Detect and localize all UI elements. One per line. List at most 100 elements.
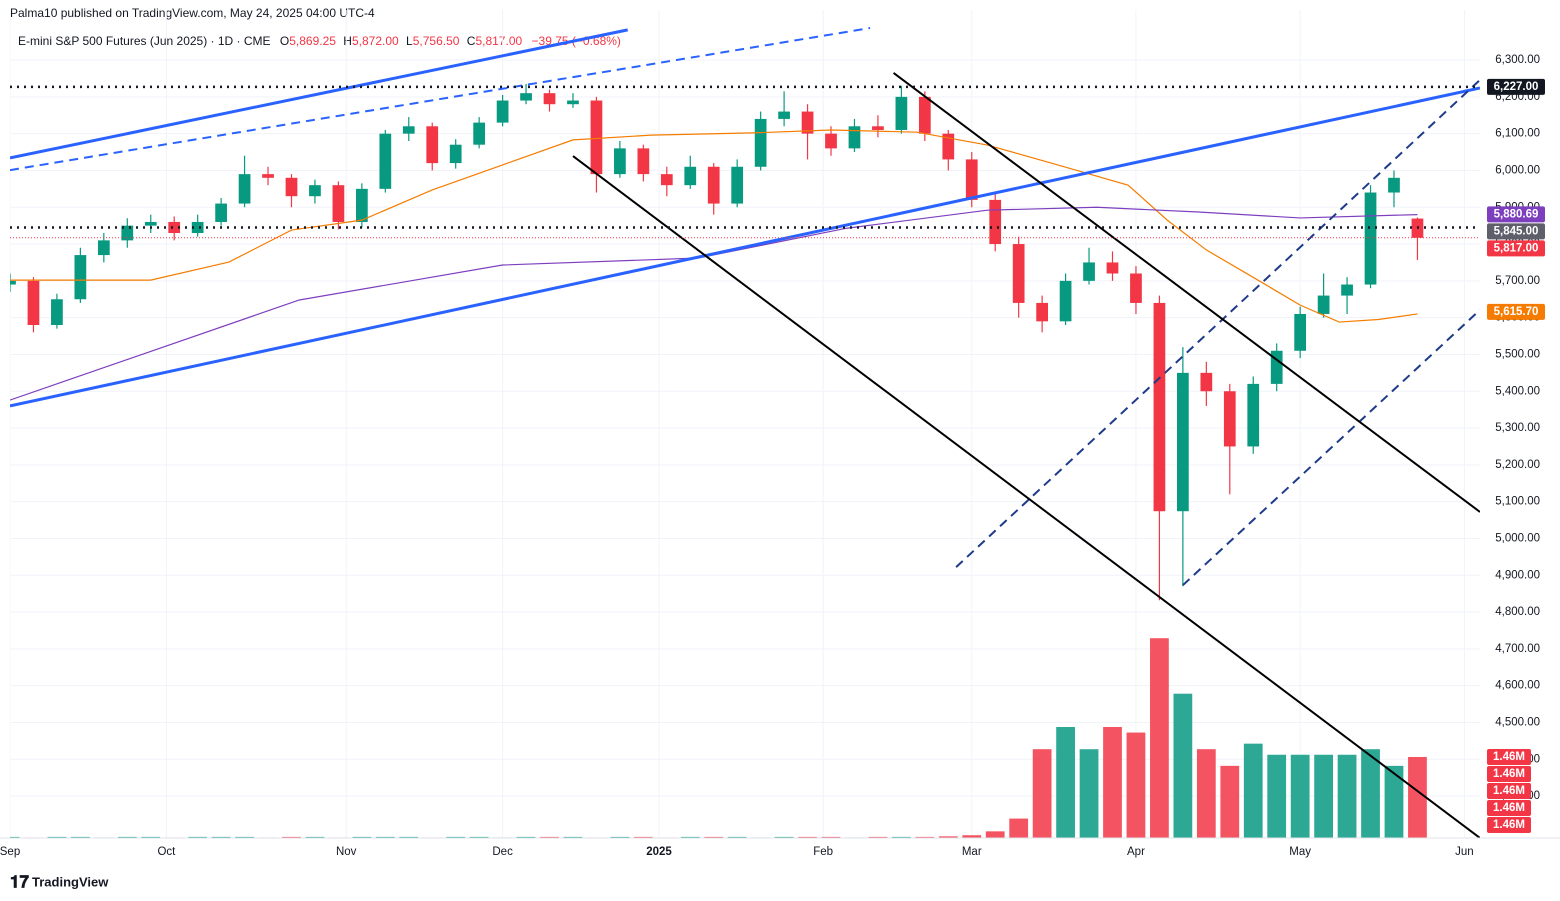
volume-bar (1267, 754, 1287, 838)
volume-label: 1.46M (1493, 785, 1525, 797)
volume-bar (469, 836, 489, 838)
volume-bar (1220, 765, 1240, 838)
candle-body (379, 133, 392, 189)
candle-body (426, 126, 439, 164)
y-tick-label: 5,100.00 (1495, 496, 1540, 508)
y-tick-label: 4,700.00 (1495, 643, 1540, 655)
volume-bar (727, 836, 747, 838)
logo: 𝟏𝟕 (10, 872, 29, 891)
volume-label-box (1487, 799, 1531, 816)
candle-body (1364, 192, 1377, 285)
price-label-box (1487, 206, 1545, 223)
x-tick-label: Feb (813, 846, 833, 858)
volume-bar (352, 836, 372, 838)
candle-body (355, 188, 368, 222)
volume-bar (1361, 749, 1380, 838)
candle-body (1083, 262, 1095, 281)
candle-body (1270, 350, 1283, 384)
volume-bar (821, 836, 841, 838)
open: 5,869.25 (289, 34, 336, 48)
volume-bar (868, 836, 888, 838)
volume-bar (1196, 749, 1216, 838)
volume-bar (1243, 743, 1263, 838)
volume-bar (774, 836, 794, 838)
volume-bar (1009, 818, 1029, 838)
price-label: 5,880.69 (1494, 208, 1539, 220)
y-tick-label: 4,900.00 (1495, 569, 1540, 581)
volume-label-box (1487, 782, 1531, 799)
volume-label-box (1487, 816, 1531, 833)
candle-body (496, 100, 509, 123)
candle-body (1059, 280, 1072, 322)
volume-bar (1173, 693, 1193, 838)
trend-line (10, 28, 629, 160)
y-tick-label: 5,000.00 (1495, 532, 1540, 544)
candle-body (121, 225, 134, 241)
candle-body (51, 299, 63, 326)
volume-bar (938, 836, 958, 838)
moving-average (10, 129, 1418, 323)
y-tick-label: 6,100.00 (1495, 128, 1540, 140)
candle-body (989, 199, 1002, 245)
x-tick-label: 2025 (646, 846, 672, 858)
volume-bar (540, 836, 559, 838)
volume-bar (1032, 749, 1052, 838)
volume-bar (282, 836, 301, 838)
volume-bar (962, 835, 982, 838)
price-label-box (1487, 223, 1545, 240)
volume-bar (117, 836, 137, 838)
y-tick-label: 4,600.00 (1495, 680, 1540, 692)
candle-body (262, 174, 274, 178)
volume-bar (1408, 756, 1427, 838)
volume-bar (141, 836, 161, 838)
volume-bar (1384, 765, 1404, 838)
candle-body (1294, 313, 1307, 351)
candle-body (1012, 244, 1025, 303)
volume-label-box (1487, 765, 1531, 782)
candle-body (731, 166, 744, 204)
volume-bar (399, 836, 419, 838)
candle-body (1317, 295, 1330, 314)
volume-label: 1.46M (1493, 819, 1525, 831)
candle-body (10, 280, 16, 285)
candle-body (1177, 372, 1189, 512)
x-tick-label: Mar (962, 846, 982, 858)
o-key: O (280, 34, 289, 48)
candle-body (825, 133, 837, 149)
candle-body (285, 177, 298, 197)
price-label: 5,615.70 (1494, 306, 1539, 318)
volume-bar (610, 836, 630, 838)
y-tick-label: 5,500.00 (1495, 348, 1540, 360)
volume-bar (305, 836, 325, 838)
volume-bar (211, 836, 231, 838)
candle-body (168, 221, 181, 234)
candle-body (332, 185, 345, 222)
trend-line (1182, 309, 1480, 586)
volume-bar (1314, 754, 1333, 838)
h-key: H (343, 34, 352, 48)
y-tick-label: 5,400.00 (1495, 385, 1540, 397)
candle-body (74, 255, 87, 300)
candle-body (1223, 391, 1236, 447)
candle-body (965, 159, 978, 200)
price-label: 6,227.00 (1494, 81, 1539, 93)
trend-line (572, 155, 1480, 838)
volume-bar (446, 836, 466, 838)
candle-body (238, 174, 251, 204)
candle-body (754, 118, 767, 167)
volume-bar (1337, 754, 1357, 838)
candle-body (707, 166, 720, 204)
volume-bar (704, 836, 724, 838)
candle-body (1106, 262, 1119, 274)
volume-bar (1056, 727, 1075, 838)
x-tick-label: Jun (1455, 846, 1474, 858)
y-tick-label: 4,800.00 (1495, 606, 1540, 618)
candle-body (473, 122, 486, 145)
candle-body (520, 93, 532, 101)
volume-bar (1150, 638, 1169, 838)
close: 5,817.00 (475, 34, 522, 48)
volume-label: 1.46M (1493, 751, 1525, 763)
candle-body (191, 221, 204, 234)
y-tick-label: 5,700.00 (1495, 275, 1540, 287)
